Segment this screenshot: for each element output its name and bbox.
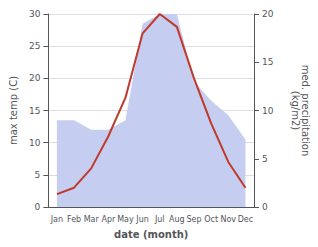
- svg-text:Sep: Sep: [186, 215, 201, 224]
- svg-text:Mar: Mar: [84, 215, 100, 224]
- svg-text:Oct: Oct: [204, 215, 218, 224]
- svg-text:Apr: Apr: [101, 215, 116, 224]
- svg-text:0: 0: [35, 202, 41, 212]
- svg-text:Jul: Jul: [154, 215, 165, 224]
- svg-text:30: 30: [29, 9, 41, 19]
- svg-text:20: 20: [29, 73, 41, 83]
- svg-text:25: 25: [29, 41, 40, 51]
- svg-text:May: May: [117, 215, 134, 224]
- svg-text:(kg/m2): (kg/m2): [290, 91, 301, 131]
- svg-text:med. precipitation: med. precipitation: [299, 64, 311, 157]
- svg-text:0: 0: [262, 202, 268, 212]
- svg-text:10: 10: [29, 138, 41, 148]
- svg-text:Jun: Jun: [135, 215, 149, 224]
- svg-text:date (month): date (month): [114, 229, 188, 240]
- svg-text:Dec: Dec: [238, 215, 253, 224]
- svg-text:max temp (C): max temp (C): [8, 76, 19, 145]
- svg-text:15: 15: [262, 57, 273, 67]
- svg-text:Jan: Jan: [50, 215, 63, 224]
- svg-text:Feb: Feb: [67, 215, 81, 224]
- svg-text:Aug: Aug: [169, 215, 185, 224]
- svg-text:5: 5: [35, 170, 41, 180]
- svg-text:5: 5: [262, 154, 268, 164]
- svg-text:Nov: Nov: [220, 215, 236, 224]
- svg-text:20: 20: [262, 9, 274, 19]
- svg-text:10: 10: [262, 106, 274, 116]
- svg-text:15: 15: [29, 106, 40, 116]
